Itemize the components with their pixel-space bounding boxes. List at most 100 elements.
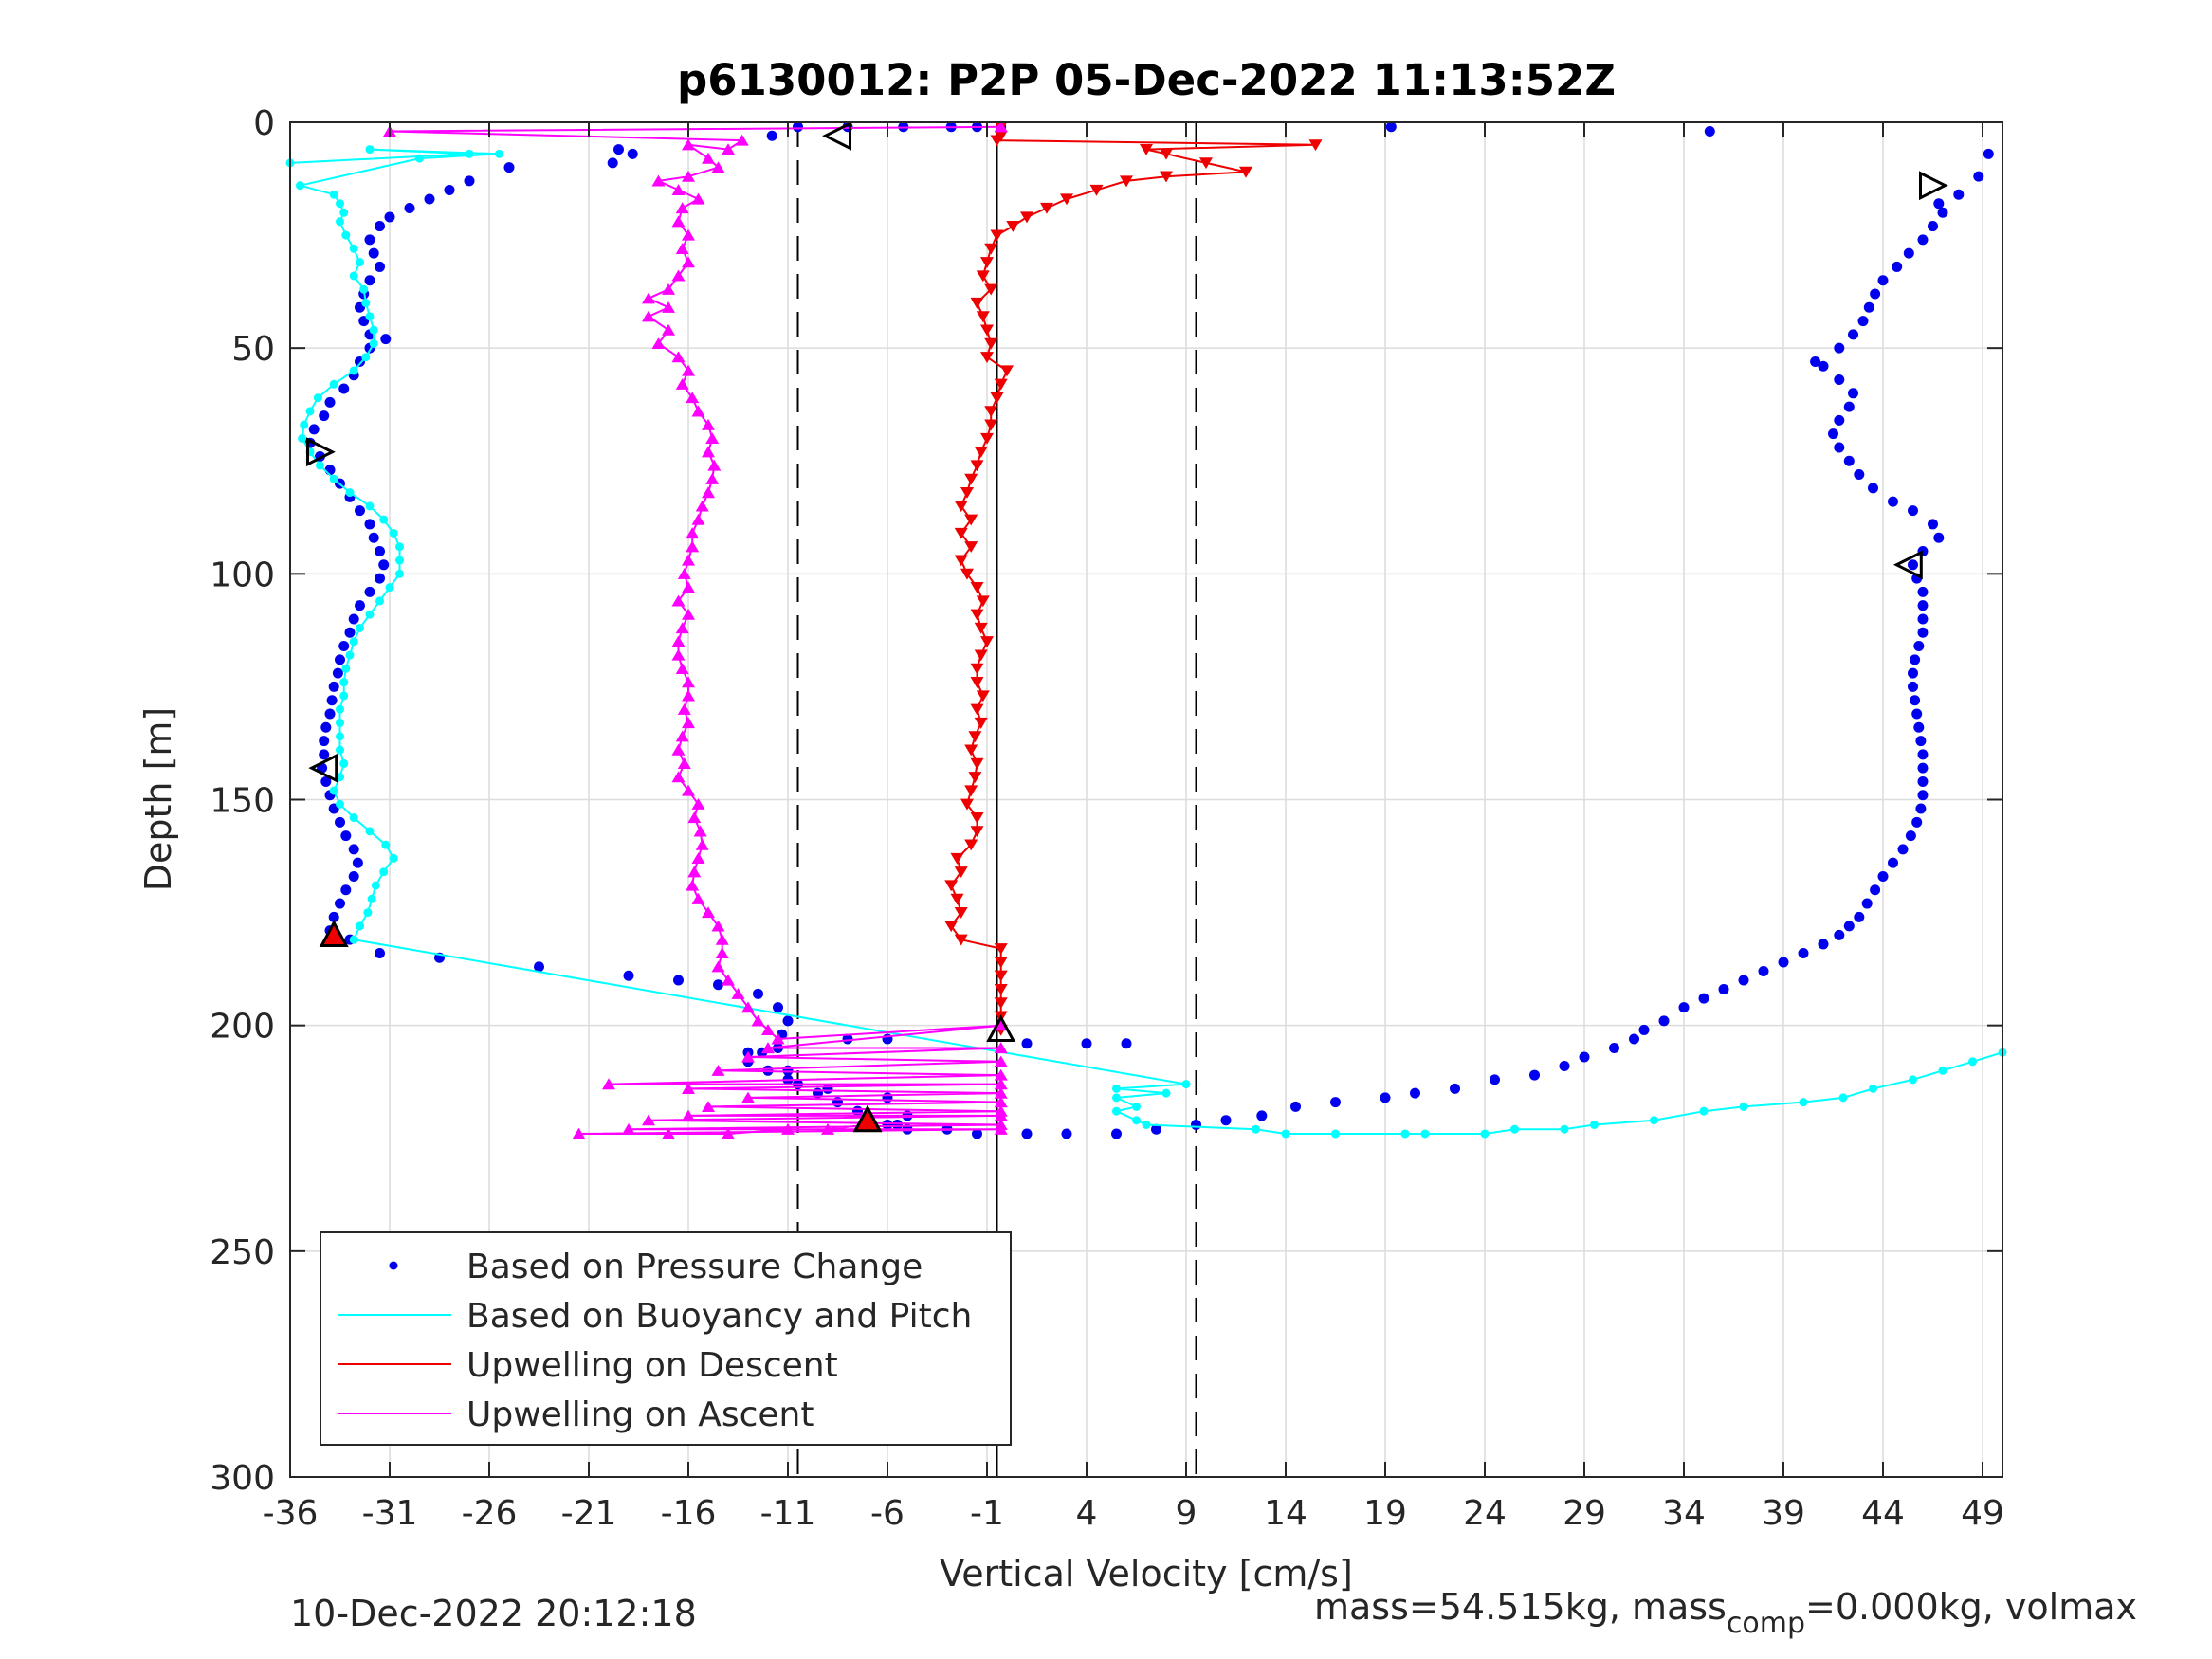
data-point [1490,1074,1500,1085]
data-point [389,528,398,538]
data-point [691,405,705,417]
data-point [821,1122,834,1135]
data-point [662,283,675,295]
data-point [1903,247,1914,259]
data-point [371,881,380,890]
data-point [1834,374,1845,386]
data-point [380,334,392,345]
data-point [1917,790,1929,801]
data-point [702,418,715,430]
data-point [1843,921,1855,932]
data-point [365,827,375,836]
data-point [1834,442,1845,453]
data-point [1843,401,1855,412]
data-point [990,392,1004,404]
data-point [1818,360,1829,372]
data-point [994,997,1008,1010]
data-point [980,432,994,445]
data-point [980,352,994,363]
data-point [711,960,725,973]
data-point [671,215,686,228]
data-point [338,641,350,652]
data-point [711,1065,725,1076]
data-point [984,406,998,418]
data-point [395,542,404,552]
data-point [954,527,968,539]
data-point [954,866,968,879]
data-point [691,797,705,810]
data-point [642,1114,655,1126]
data-point [1181,1080,1191,1089]
data-point [675,622,689,634]
data-point [328,911,339,922]
data-point [984,283,998,296]
data-point [715,933,729,945]
data-point [702,1101,715,1113]
data-point [682,1083,695,1094]
data-point [1915,803,1927,814]
x-tick-label: 24 [1463,1494,1507,1533]
data-point [340,884,352,896]
data-point [964,839,978,851]
data-point [722,1127,735,1139]
data-point [335,816,345,828]
data-point [319,410,330,422]
data-point [1933,198,1945,210]
data-point [341,230,351,240]
data-point [365,145,375,155]
data-point [356,623,364,632]
data-point [1609,1042,1619,1053]
data-point [671,771,686,783]
data-point [984,337,998,350]
data-point [1877,275,1889,286]
data-point [1410,1087,1420,1099]
footer-timestamp: 10-Dec-2022 20:12:18 [290,1593,697,1634]
data-point [1908,681,1918,692]
data-point [1917,234,1929,246]
data-point [395,556,404,565]
data-point [313,393,322,403]
data-point [1968,1057,1977,1066]
data-point [1908,667,1918,679]
data-point [1111,1128,1122,1139]
data-point [404,203,415,214]
data-point [1917,749,1929,760]
data-point [1915,736,1927,747]
data-point [1910,695,1921,706]
data-point [964,785,978,797]
data-point [782,1015,794,1027]
data-point [954,906,968,919]
data-point [1913,721,1925,733]
data-point [395,569,404,578]
data-point [341,664,351,673]
x-tick-label: 44 [1861,1494,1905,1533]
data-point [1834,342,1845,354]
event-marker [986,1014,1016,1042]
data-point [369,325,378,335]
data-point [1629,1033,1639,1045]
data-point [384,211,395,223]
event-marker [852,1104,883,1133]
x-tick-label: 49 [1961,1494,2004,1533]
data-point [990,229,1004,242]
event-marker [308,753,338,783]
data-point [1854,911,1865,922]
data-point [375,546,385,557]
data-point [994,1096,1008,1108]
data-point [968,731,982,743]
data-point [702,486,715,499]
data-point [364,275,375,286]
data-point [623,970,634,981]
data-point [1905,830,1916,842]
data-point [329,379,338,389]
data-point [682,717,695,729]
data-point [326,695,338,706]
data-point [345,650,355,660]
x-tick-label: -26 [462,1494,518,1533]
event-marker [319,920,349,947]
data-point [671,743,686,756]
data-point [994,1122,1008,1135]
data-point [1897,844,1909,855]
data-point [1938,1066,1947,1075]
